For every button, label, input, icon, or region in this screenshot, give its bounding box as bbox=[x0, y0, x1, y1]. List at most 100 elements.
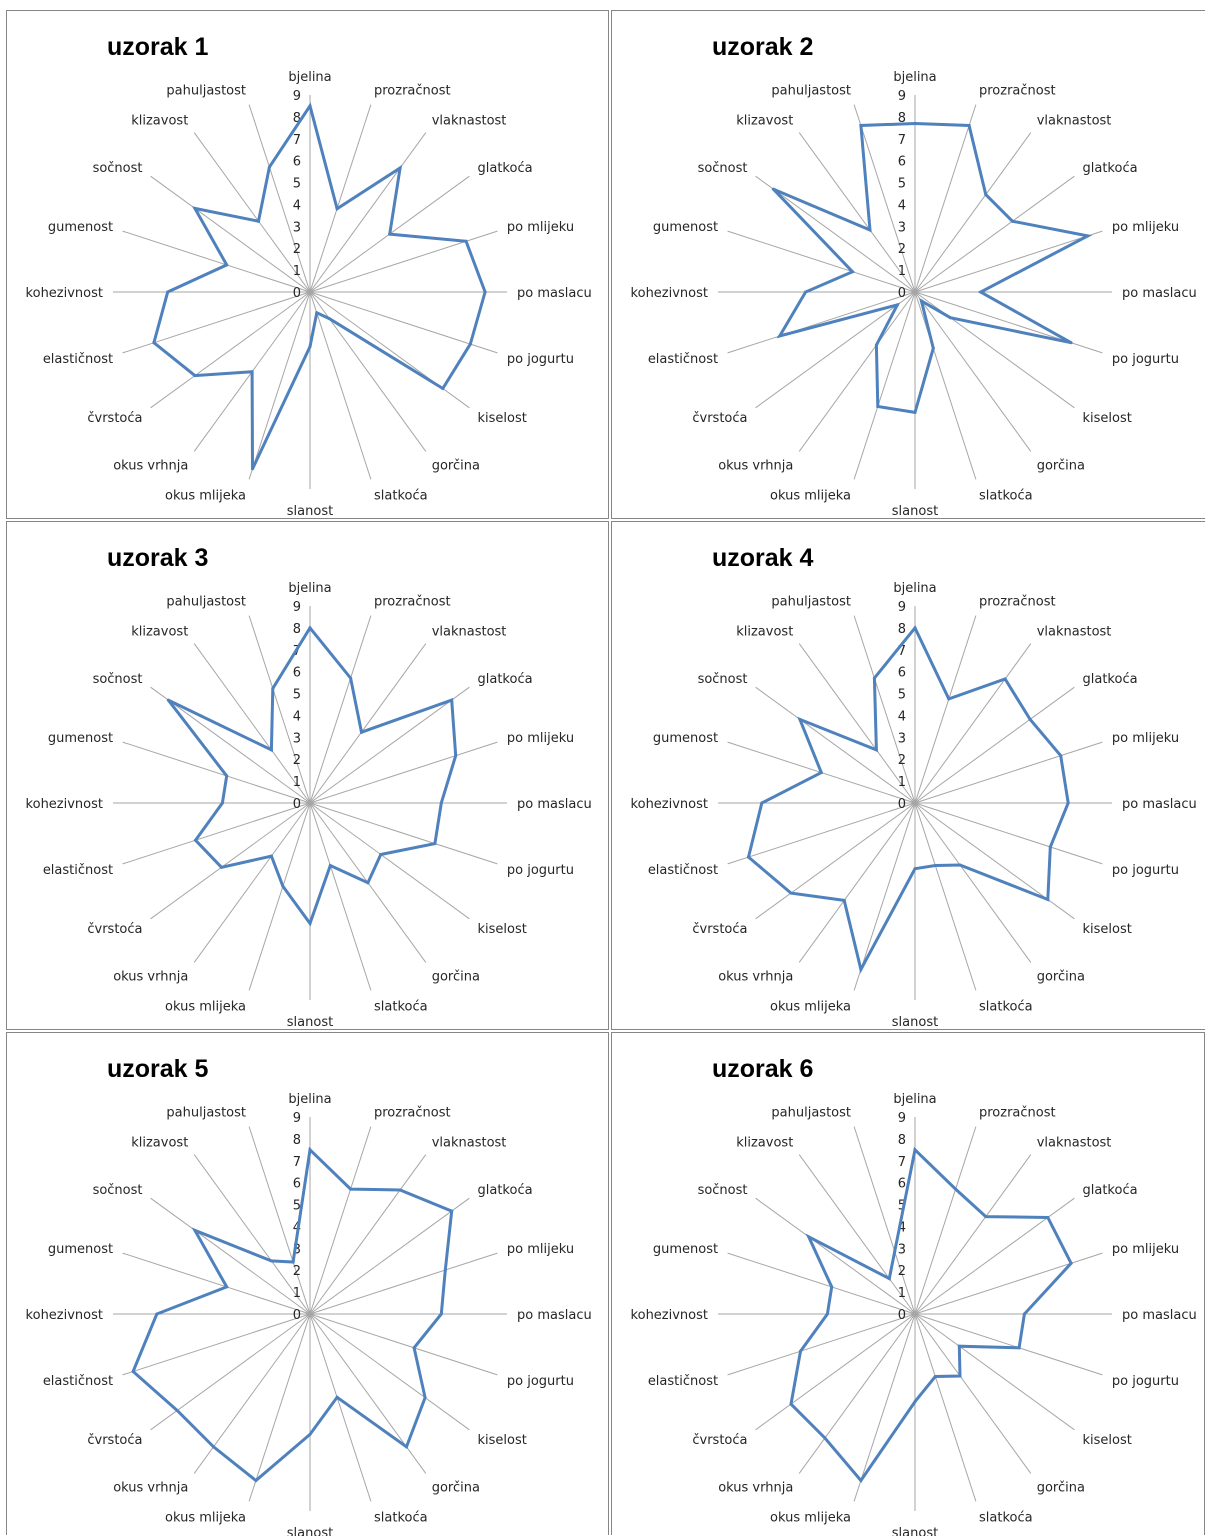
radial-tick-label: 9 bbox=[293, 89, 301, 104]
radar-spoke bbox=[914, 615, 977, 804]
radar-spoke bbox=[853, 615, 916, 804]
axis-category-label: čvrstoća bbox=[692, 1433, 747, 1448]
radar-spoke bbox=[914, 1252, 1103, 1315]
axis-category-label: okus mlijeka bbox=[770, 1511, 851, 1526]
radar-data-point bbox=[212, 1445, 215, 1449]
radar-spoke bbox=[914, 1126, 977, 1315]
radar-data-point bbox=[958, 1374, 962, 1378]
axis-category-label: bjelina bbox=[893, 1092, 936, 1107]
radar-data-point bbox=[919, 299, 923, 303]
radar-data-point bbox=[308, 345, 312, 349]
radial-tick-label: 3 bbox=[293, 1242, 301, 1257]
axis-category-label: sočnost bbox=[93, 161, 143, 176]
radar-data-point bbox=[893, 1250, 897, 1253]
radar-data-point bbox=[947, 697, 951, 701]
radar-spoke bbox=[150, 291, 311, 409]
radar-data-point bbox=[398, 166, 402, 170]
axis-category-label: pahuljastost bbox=[166, 83, 246, 98]
radar-data-point bbox=[799, 1349, 802, 1353]
radar-spoke bbox=[309, 802, 498, 865]
radar-data-point bbox=[1069, 1261, 1073, 1265]
radar-data-point bbox=[225, 263, 229, 267]
radial-tick-label: 8 bbox=[293, 1133, 301, 1148]
radial-tick-label: 9 bbox=[898, 89, 906, 104]
axis-category-label: pahuljastost bbox=[166, 1105, 246, 1120]
radar-spoke bbox=[914, 104, 977, 293]
axis-category-label: glatkoća bbox=[478, 1183, 533, 1198]
axis-category-label: prozračnost bbox=[374, 594, 451, 609]
axis-category-label: gumenost bbox=[653, 1242, 718, 1257]
radar-data-point bbox=[193, 206, 197, 210]
radar-data-point bbox=[308, 626, 312, 630]
axis-category-label: okus vrhnja bbox=[113, 458, 188, 473]
axis-category-label: po mlijeku bbox=[507, 1242, 574, 1257]
radar-spoke bbox=[309, 291, 427, 452]
axis-category-label: slanost bbox=[287, 504, 333, 519]
axis-category-label: prozračnost bbox=[979, 83, 1056, 98]
axis-category-label: okus mlijeka bbox=[770, 489, 851, 504]
radar-spoke bbox=[914, 132, 1032, 293]
chart-title: uzorak 6 bbox=[712, 1055, 814, 1083]
radar-data-point bbox=[441, 387, 445, 390]
radar-spoke bbox=[798, 291, 916, 452]
radar-data-point bbox=[789, 1402, 793, 1406]
axis-category-label: pahuljastost bbox=[771, 83, 851, 98]
axis-category-label: gumenost bbox=[48, 1242, 113, 1257]
radar-chart-svg: bjelina prozračnost vlaknastost glatkoća po … bbox=[631, 70, 1197, 519]
axis-category-label: slatkoća bbox=[374, 1511, 428, 1526]
radar-spoke bbox=[309, 1313, 427, 1474]
radar-chart-panel: uzorak 5 bjelina prozračnost vlaknastost gla… bbox=[6, 1032, 609, 1536]
axis-category-label: elastičnost bbox=[648, 352, 718, 367]
radial-tick-label: 3 bbox=[898, 731, 906, 746]
axis-category-label: vlaknastost bbox=[432, 1136, 507, 1151]
radar-spoke bbox=[727, 1252, 916, 1315]
radial-tick-label: 1 bbox=[898, 775, 906, 790]
radial-tick-label: 7 bbox=[293, 133, 301, 148]
radar-spoke bbox=[122, 230, 311, 293]
radar-data-point bbox=[269, 854, 273, 858]
radar-data-point bbox=[859, 968, 863, 971]
radar-spoke bbox=[193, 1154, 311, 1315]
axis-category-label: vlaknastost bbox=[1037, 114, 1112, 129]
radial-tick-label: 0 bbox=[898, 797, 906, 812]
radar-data-point bbox=[220, 801, 224, 805]
radar-data-point bbox=[819, 771, 823, 775]
radar-spoke bbox=[122, 1252, 311, 1315]
axis-category-label: po jogurtu bbox=[1112, 352, 1179, 367]
radar-data-point bbox=[254, 1479, 258, 1482]
radar-data-point bbox=[825, 1312, 829, 1316]
radar-spoke bbox=[248, 615, 311, 804]
radar-data-point bbox=[193, 374, 197, 378]
axis-category-label: kiselost bbox=[478, 1433, 527, 1448]
axis-category-label: po maslacu bbox=[517, 286, 592, 301]
radar-data-point bbox=[859, 124, 863, 127]
radial-tick-label: 8 bbox=[898, 111, 906, 126]
axis-category-label: elastičnost bbox=[43, 863, 113, 878]
radial-tick-label: 4 bbox=[293, 709, 301, 724]
axis-category-label: gumenost bbox=[48, 731, 113, 746]
radar-series-line bbox=[152, 102, 487, 470]
axis-category-label: klizavost bbox=[131, 1136, 188, 1151]
axis-category-label: po jogurtu bbox=[507, 352, 574, 367]
radar-data-point bbox=[1028, 717, 1032, 721]
axis-category-label: bjelina bbox=[893, 581, 936, 596]
axis-category-label: sočnost bbox=[698, 161, 748, 176]
axis-category-label: slatkoća bbox=[979, 489, 1033, 504]
radar-spoke bbox=[122, 802, 311, 865]
axis-category-label: po mlijeku bbox=[1112, 1242, 1179, 1257]
axis-category-label: vlaknastost bbox=[432, 625, 507, 640]
axis-category-label: gorčina bbox=[1037, 969, 1085, 984]
chart-title: uzorak 4 bbox=[712, 544, 814, 572]
radial-tick-label: 8 bbox=[898, 1133, 906, 1148]
radar-data-point bbox=[1046, 898, 1050, 901]
axis-category-label: po maslacu bbox=[1122, 797, 1197, 812]
axis-category-label: bjelina bbox=[288, 70, 331, 85]
radar-data-point bbox=[979, 290, 983, 294]
radar-data-point bbox=[308, 104, 312, 108]
radar-data-point bbox=[194, 838, 197, 842]
axis-category-label: po jogurtu bbox=[507, 1374, 574, 1389]
radar-data-point bbox=[931, 346, 935, 350]
axis-category-label: klizavost bbox=[131, 625, 188, 640]
axis-category-label: kohezivnost bbox=[26, 797, 103, 812]
radar-data-point bbox=[308, 921, 312, 925]
